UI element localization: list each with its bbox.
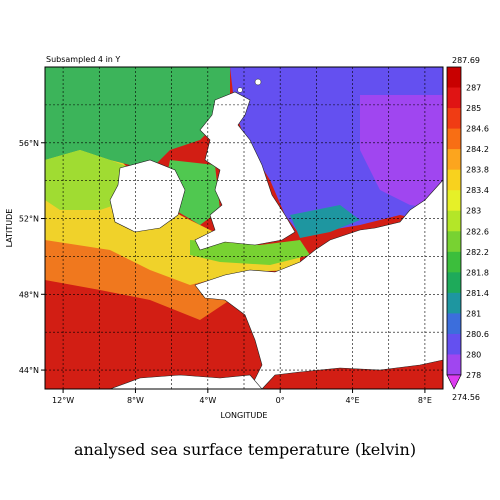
x-tick-label: 4°W <box>199 396 216 405</box>
x-tick-label: 0° <box>276 396 285 405</box>
colorbar-swatch <box>447 210 461 232</box>
y-axis-label: LATITUDE <box>5 209 14 248</box>
colorbar-swatch <box>447 149 461 171</box>
colorbar-swatch <box>447 67 461 89</box>
colorbar-swatch <box>447 108 461 130</box>
y-tick-label: 56°N <box>19 139 39 148</box>
colorbar-swatch <box>447 128 461 150</box>
colorbar-level-label: 284.6 <box>466 125 489 134</box>
y-tick-label: 48°N <box>19 290 39 299</box>
great-britain <box>194 91 296 251</box>
colorbar-swatch <box>447 251 461 273</box>
x-axis-ticks: 12°W 8°W 4°W 0° 4°E 8°E <box>52 389 432 405</box>
colorbar-level-label: 278 <box>466 371 481 380</box>
colorbar-swatch <box>447 333 461 355</box>
colorbar-level-label: 280 <box>466 350 481 359</box>
colorbar-level-label: 283.4 <box>466 186 489 195</box>
colorbar-level-label: 285 <box>466 104 481 113</box>
x-tick-label: 4°E <box>345 396 359 405</box>
colorbar-swatch <box>447 272 461 294</box>
colorbar-level-label: 281.4 <box>466 289 489 298</box>
continental-europe <box>194 179 443 389</box>
colorbar-level-label: 284.2 <box>466 145 489 154</box>
y-axis-ticks: 44°N 48°N 52°N 56°N <box>19 139 45 375</box>
colorbar-level-label: 281.8 <box>466 268 489 277</box>
colorbar-level-label: 281 <box>466 309 481 318</box>
colorbar-min-label: 274.56 <box>452 393 480 402</box>
plot-frame <box>44 66 444 390</box>
map-subtitle: Subsampled 4 in Y <box>46 55 120 64</box>
northern-green-water <box>45 67 230 170</box>
iberia <box>109 374 263 389</box>
x-tick-label: 8°W <box>127 396 144 405</box>
x-axis-label: LONGITUDE <box>221 411 268 420</box>
plot-area <box>45 67 443 389</box>
colorbar-swatch <box>447 190 461 212</box>
colorbar-level-label: 287 <box>466 84 481 93</box>
y-tick-label: 44°N <box>19 366 39 375</box>
colorbar-swatch <box>447 313 461 335</box>
colorbar-swatch <box>447 169 461 191</box>
colorbar-level-label: 283 <box>466 207 481 216</box>
orkney-islands <box>237 87 243 93</box>
colorbar-max-label: 287.69 <box>452 56 480 65</box>
southern-north-sea-teal <box>290 205 360 238</box>
colorbar-swatch <box>447 292 461 314</box>
colorbar-underflow-triangle <box>446 374 462 390</box>
colorbar-level-label: 282.2 <box>466 248 489 257</box>
map-caption: analysed sea surface temperature (kelvin… <box>74 440 416 459</box>
colorbar: 287 285 284.6 284.2 283.8 283.4 283 282.6 282.2 2… <box>446 66 489 390</box>
x-tick-label: 12°W <box>52 396 74 405</box>
north-sea-violet <box>360 95 443 210</box>
ireland <box>109 159 186 233</box>
colorbar-swatch <box>447 354 461 376</box>
mediterranean <box>330 360 443 389</box>
graticule <box>45 67 443 389</box>
colorbar-swatch <box>447 87 461 109</box>
shetland-islands <box>254 78 262 86</box>
y-tick-label: 52°N <box>19 215 39 224</box>
colorbar-level-label: 283.8 <box>466 166 489 175</box>
channel-green <box>190 240 310 265</box>
colorbar-swatch <box>447 231 461 253</box>
colorbar-level-label: 282.6 <box>466 227 489 236</box>
colorbar-level-label: 280.6 <box>466 330 489 339</box>
x-tick-label: 8°E <box>418 396 432 405</box>
